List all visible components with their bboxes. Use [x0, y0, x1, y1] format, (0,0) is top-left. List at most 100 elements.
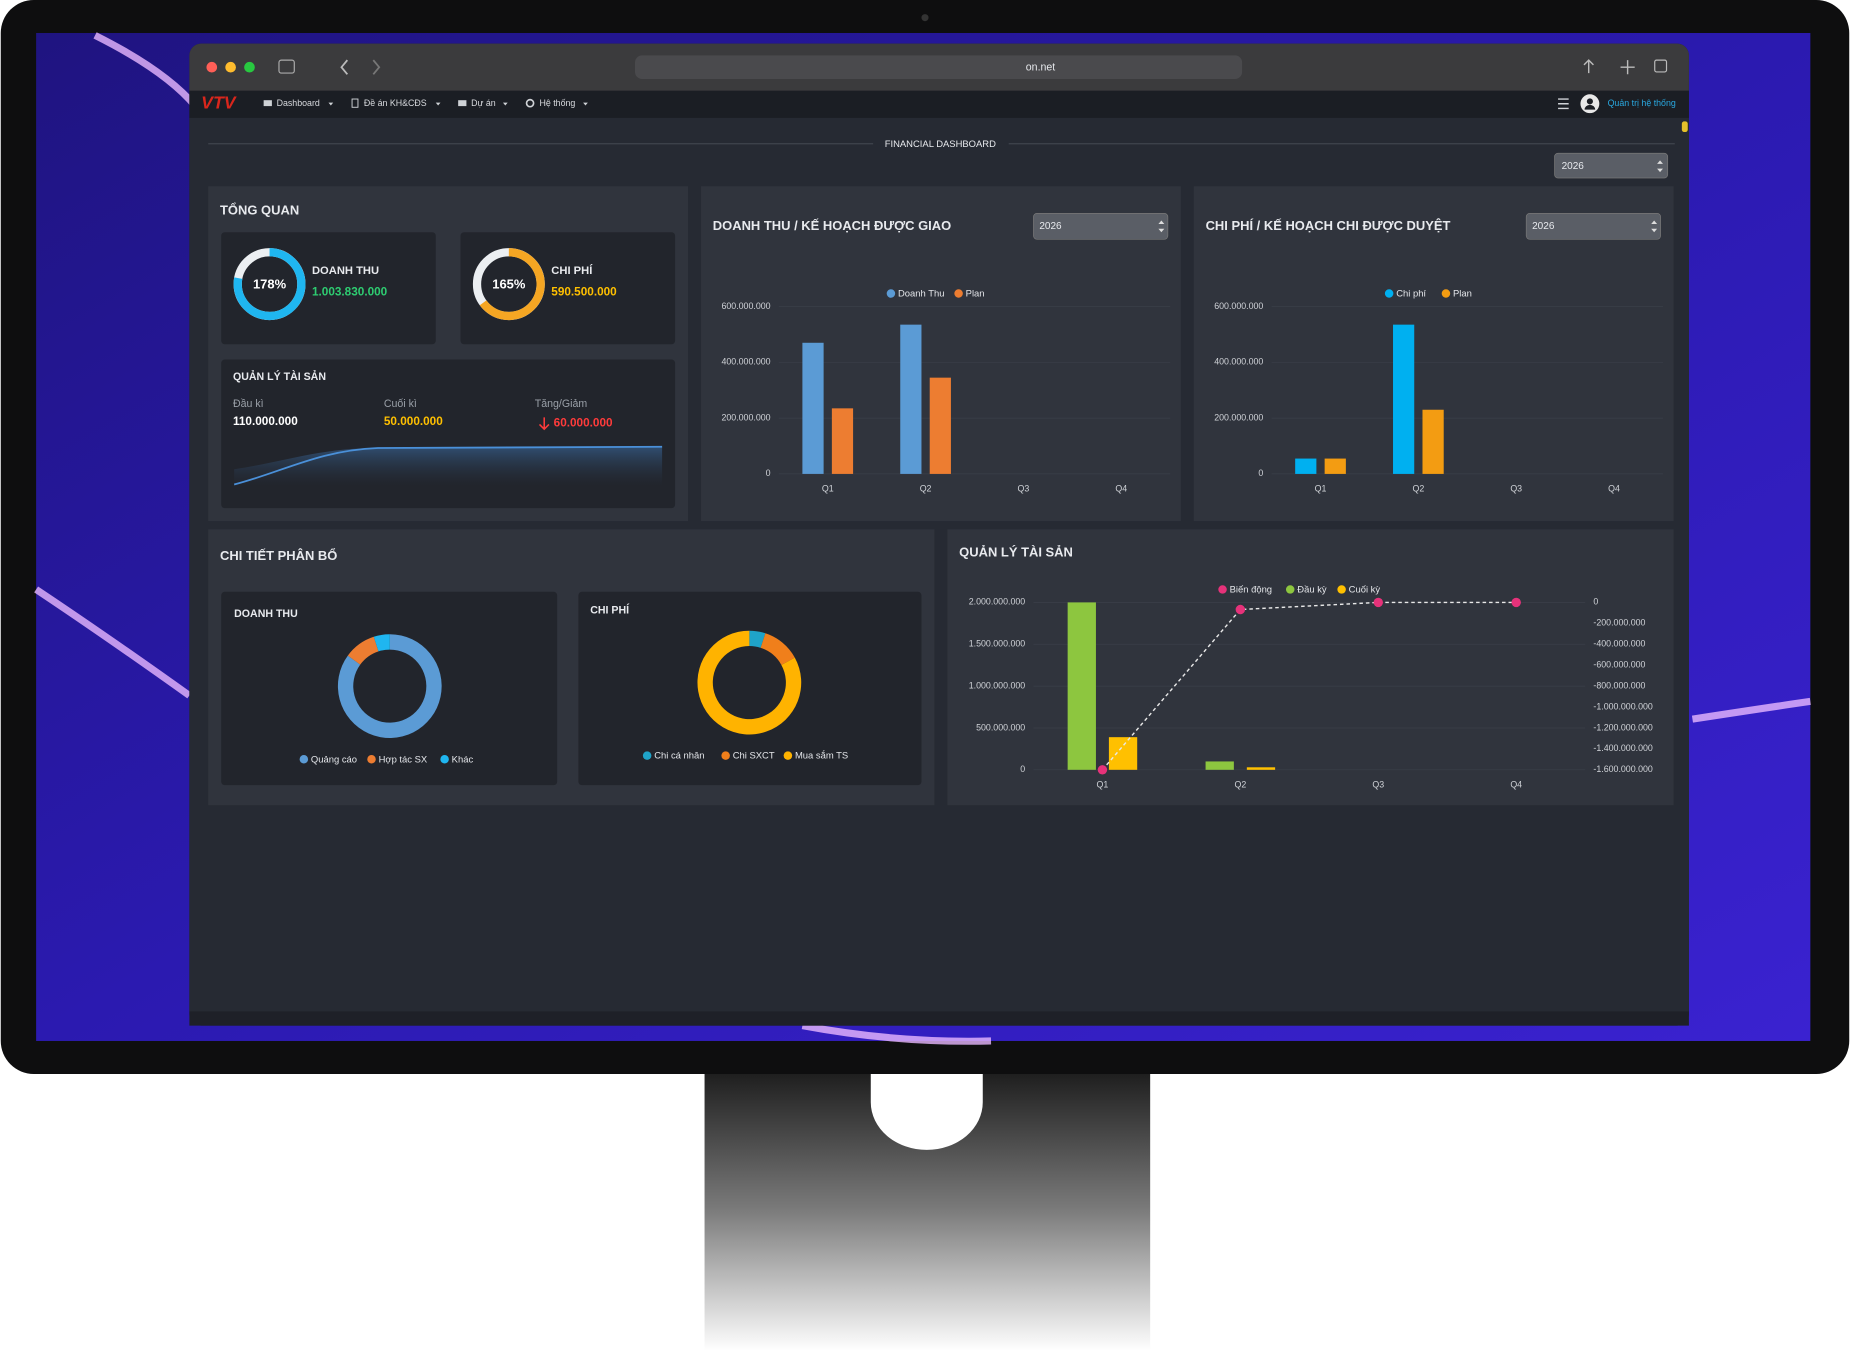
legend-marker: [299, 754, 309, 764]
y-tick-label: 400.000.000: [721, 357, 770, 367]
line-point: [1235, 604, 1246, 615]
logo[interactable]: VTV: [201, 92, 238, 112]
nav-icon: [525, 98, 535, 108]
nav-item[interactable]: Dự án: [471, 98, 496, 108]
legend-marker: [1337, 585, 1346, 594]
camera: [921, 14, 929, 22]
y-tick-label: 600.000.000: [1214, 301, 1263, 311]
legend-label: Chi SXCT: [733, 750, 775, 761]
bar: [900, 324, 922, 474]
kpi-group: 178% DOANH THU 1.003.830.000 165% CHI PHÍ 590…: [233, 248, 617, 321]
legend-label: Plan: [966, 288, 985, 299]
stand-notch: [870, 1066, 983, 1150]
toolbar-icons[interactable]: [1583, 59, 1635, 75]
tabs-button[interactable]: [1654, 59, 1668, 73]
legend-label: Cuối kỳ: [1349, 584, 1381, 595]
assets-title: QUẢN LÝ TÀI SẢN: [233, 370, 326, 383]
nav-bar: [189, 90, 1689, 118]
nav-item[interactable]: Hệ thống: [540, 98, 576, 108]
legend-label: Hợp tác SX: [379, 753, 428, 764]
legend-marker: [954, 289, 963, 298]
panel-title: DOANH THU / KẾ HOẠCH ĐƯỢC GIAO: [713, 218, 951, 233]
stand: [704, 1066, 1151, 1351]
zoom-button[interactable]: [244, 61, 255, 73]
asset-value: 50.000.000: [384, 415, 443, 428]
y2-tick-label: -1.400.000.000: [1593, 743, 1652, 753]
asset-value: 60.000.000: [554, 416, 613, 429]
browser-bottom: [189, 1011, 1689, 1026]
y-tick-label: 0: [766, 468, 771, 478]
legend-label: Chi cá nhân: [654, 750, 704, 761]
panel: [947, 529, 1674, 806]
legend-marker: [367, 754, 376, 764]
address-bar[interactable]: [634, 55, 1243, 79]
y-tick-label: 0: [1258, 468, 1263, 478]
forward-button[interactable]: [372, 59, 381, 75]
line-point: [1373, 597, 1383, 608]
bar: [802, 342, 824, 474]
bar: [1205, 761, 1234, 770]
legend-marker: [1384, 289, 1394, 298]
bar: [1108, 737, 1138, 770]
legend-label: Quảng cáo: [311, 753, 357, 764]
y-tick-label: 500.000.000: [976, 722, 1025, 732]
dashboard-title: FINANCIAL DASHBOARD: [885, 138, 996, 149]
donut-slice: [373, 634, 390, 652]
minimize-button[interactable]: [225, 61, 236, 73]
nav-item[interactable]: Đề án KH&CĐS: [364, 98, 427, 108]
donut-slice: [697, 630, 802, 735]
bar: [1393, 324, 1415, 474]
select-arrows: [1657, 160, 1663, 173]
sparkline: [233, 445, 663, 486]
y-tick-label: 400.000.000: [1214, 357, 1263, 367]
panel-title: CHI PHÍ / KẾ HOẠCH CHI ĐƯỢC DUYỆT: [1206, 218, 1451, 233]
bar: [929, 377, 951, 474]
donut-title: DOANH THU: [234, 608, 298, 620]
x-tick-label: Q4: [1510, 779, 1522, 789]
legend-marker: [1218, 585, 1227, 594]
year-select[interactable]: [1525, 213, 1661, 240]
y2-tick-label: 0: [1593, 597, 1598, 607]
nav-item[interactable]: Dashboard: [277, 98, 320, 108]
avatar-head: [1586, 98, 1593, 105]
sidebar-button[interactable]: [278, 59, 295, 74]
scrollbar: [1681, 121, 1688, 133]
x-tick-label: Q4: [1115, 484, 1127, 494]
back-button[interactable]: [340, 59, 349, 75]
y2-tick-label: -400.000.000: [1593, 639, 1645, 649]
bar: [1246, 767, 1276, 770]
down-arrow: [538, 417, 550, 431]
donut-slice: [337, 634, 442, 738]
kpi-name: DOANH THU: [312, 265, 379, 277]
close-button[interactable]: [206, 61, 218, 73]
legend-label: Mua sắm TS: [795, 750, 848, 761]
year-select[interactable]: [1554, 152, 1669, 179]
y-tick-label: 200.000.000: [1214, 412, 1263, 422]
legend-label: Plan: [1453, 288, 1472, 299]
donut-slice: [760, 633, 795, 665]
x-tick-label: Q2: [1234, 779, 1246, 789]
nav-icon: [351, 98, 359, 108]
panel-title: TỔNG QUAN: [220, 202, 299, 217]
kpi-name: CHI PHÍ: [551, 264, 593, 277]
asset-label: Đầu kì: [233, 398, 264, 410]
menu-icon[interactable]: [1558, 98, 1569, 110]
wallpaper-curve: [34, 32, 1811, 1045]
legend-marker: [642, 751, 652, 760]
y-tick-label: 200.000.000: [721, 412, 770, 422]
y2-tick-label: -800.000.000: [1593, 680, 1645, 690]
legend-label: Chi phí: [1396, 288, 1426, 299]
user-name[interactable]: Quản trị hệ thống: [1608, 98, 1676, 108]
legend-marker: [886, 289, 896, 298]
y2-tick-label: -1.200.000.000: [1593, 722, 1652, 732]
legend-label: Doanh Thu: [898, 288, 944, 299]
nav-icon: [263, 100, 272, 107]
x-tick-label: Q1: [822, 484, 834, 494]
ring-label: 178%: [253, 277, 287, 292]
donut-card: [578, 591, 922, 786]
year-select[interactable]: [1033, 213, 1169, 240]
bar: [1067, 602, 1096, 770]
url: on.net: [1026, 62, 1056, 74]
year-select-value: 2026: [1562, 161, 1585, 172]
